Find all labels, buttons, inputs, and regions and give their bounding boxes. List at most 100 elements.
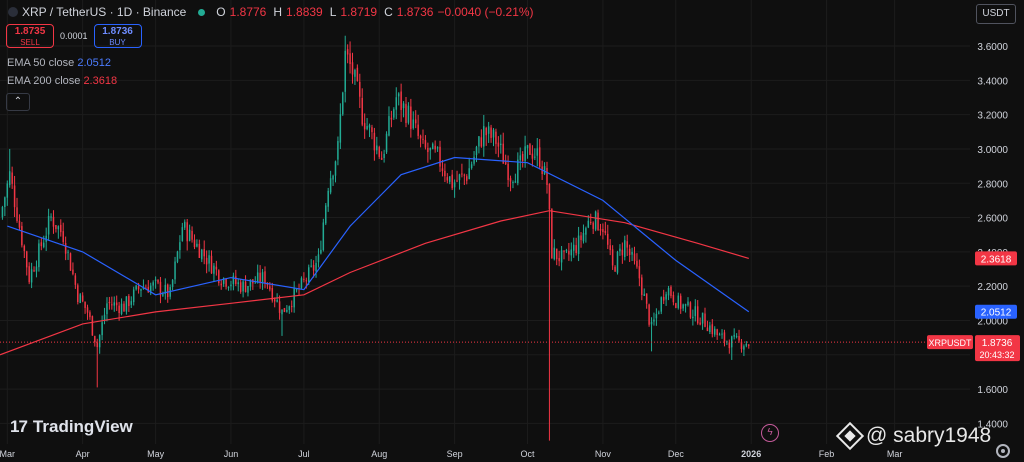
candle-body (137, 286, 140, 290)
candle-body (210, 255, 213, 274)
candle-body (492, 129, 495, 138)
candle-body (444, 170, 446, 177)
buy-price: 1.8736 (102, 26, 133, 37)
candle-body (118, 305, 120, 314)
candle-body (655, 313, 658, 319)
candle-body (346, 49, 349, 55)
candle-body (312, 265, 315, 271)
candle-body (521, 153, 524, 161)
candle-body (4, 197, 6, 208)
candle-body (317, 254, 320, 263)
candle-body (524, 146, 526, 162)
x-tick-label: Oct (521, 449, 536, 459)
candle-body (366, 126, 368, 130)
candle-body (733, 334, 735, 337)
candle-body (619, 248, 621, 252)
last-price-tag-bg (975, 335, 1020, 362)
low-value: 1.8719 (340, 5, 378, 19)
gear-icon[interactable] (996, 444, 1010, 458)
candle-body (77, 285, 79, 302)
candle-body (94, 335, 96, 343)
candle-body (130, 301, 133, 305)
candle-body (470, 164, 473, 169)
candle-body (621, 249, 624, 256)
candle-body (271, 288, 274, 301)
lightning-icon[interactable]: ϟ (761, 424, 779, 442)
candle-body (213, 265, 215, 274)
currency-selector[interactable]: USDT (976, 4, 1016, 24)
candle-body (307, 267, 310, 283)
candle-body (181, 227, 184, 241)
candle-body (650, 321, 653, 325)
candle-body (283, 308, 286, 312)
candle-body (101, 322, 103, 336)
candle-body (315, 263, 317, 272)
candle-body (745, 344, 748, 346)
candle-body (40, 242, 43, 247)
candle-body (565, 250, 568, 252)
candle-body (580, 235, 582, 240)
candle-body (568, 250, 570, 255)
tradingview-logo[interactable]: 17 TradingView (10, 417, 133, 437)
candle-body (235, 276, 237, 284)
sell-button[interactable]: 1.8735 SELL (6, 24, 54, 48)
x-tick-label: Mar (887, 449, 903, 459)
candle-body (572, 244, 575, 251)
candle-body (16, 207, 18, 221)
candle-body (244, 281, 247, 292)
candle-body (256, 272, 259, 282)
y-tick-label: 2.6000 (977, 214, 1008, 225)
candle-body (47, 215, 50, 235)
candle-body (132, 289, 135, 303)
candle-body (276, 299, 278, 302)
candle-body (490, 127, 492, 138)
x-tick-label: 2026 (741, 449, 761, 459)
candle-body (86, 307, 89, 313)
ema200-legend[interactable]: EMA 200 close 2.3618 (7, 75, 117, 87)
candle-body (368, 125, 371, 128)
ema200-price-label-bg (975, 251, 1017, 266)
y-tick-label: 1.4000 (977, 419, 1008, 430)
x-tick-label: Sep (447, 449, 463, 459)
spread-value: 0.0001 (60, 31, 88, 41)
ema50-legend[interactable]: EMA 50 close 2.0512 (7, 57, 111, 69)
candle-body (638, 266, 641, 279)
candle-body (424, 140, 427, 148)
candle-body (738, 336, 740, 341)
buy-button[interactable]: 1.8736 BUY (93, 24, 142, 48)
candle-body (261, 272, 264, 284)
candle-body (429, 147, 432, 151)
candle-body (43, 242, 45, 248)
candle-body (23, 245, 26, 251)
candle-body (162, 294, 164, 296)
candle-body (339, 114, 342, 143)
candle-body (28, 266, 30, 283)
high-label: H (273, 5, 283, 19)
candle-body (254, 282, 257, 284)
candle-body (660, 297, 663, 312)
candle-body (72, 269, 74, 275)
candle-body (140, 289, 142, 291)
candle-body (616, 251, 619, 273)
candle-body (273, 299, 276, 302)
candle-body (203, 249, 205, 257)
candle-body (247, 286, 249, 293)
candle-body (667, 288, 670, 296)
candle-body (361, 97, 363, 125)
last-price-tag: 1.8736 (982, 338, 1013, 349)
candle-body (135, 285, 137, 290)
watermark: @ sabry1948 (835, 421, 991, 451)
candle-body (60, 224, 62, 233)
candle-body (91, 316, 94, 336)
chevron-up-icon[interactable]: ⌃ (6, 93, 30, 111)
ema50-name: EMA 50 close (7, 57, 75, 69)
candle-body (456, 180, 458, 182)
symbol-title[interactable]: XRP / TetherUS · 1D · Binance (22, 5, 187, 19)
candle-body (517, 159, 519, 184)
candle-body (653, 319, 655, 322)
candle-body (451, 174, 453, 189)
candle-body (145, 287, 147, 289)
candle-body (215, 266, 218, 270)
close-label: C (384, 5, 393, 19)
